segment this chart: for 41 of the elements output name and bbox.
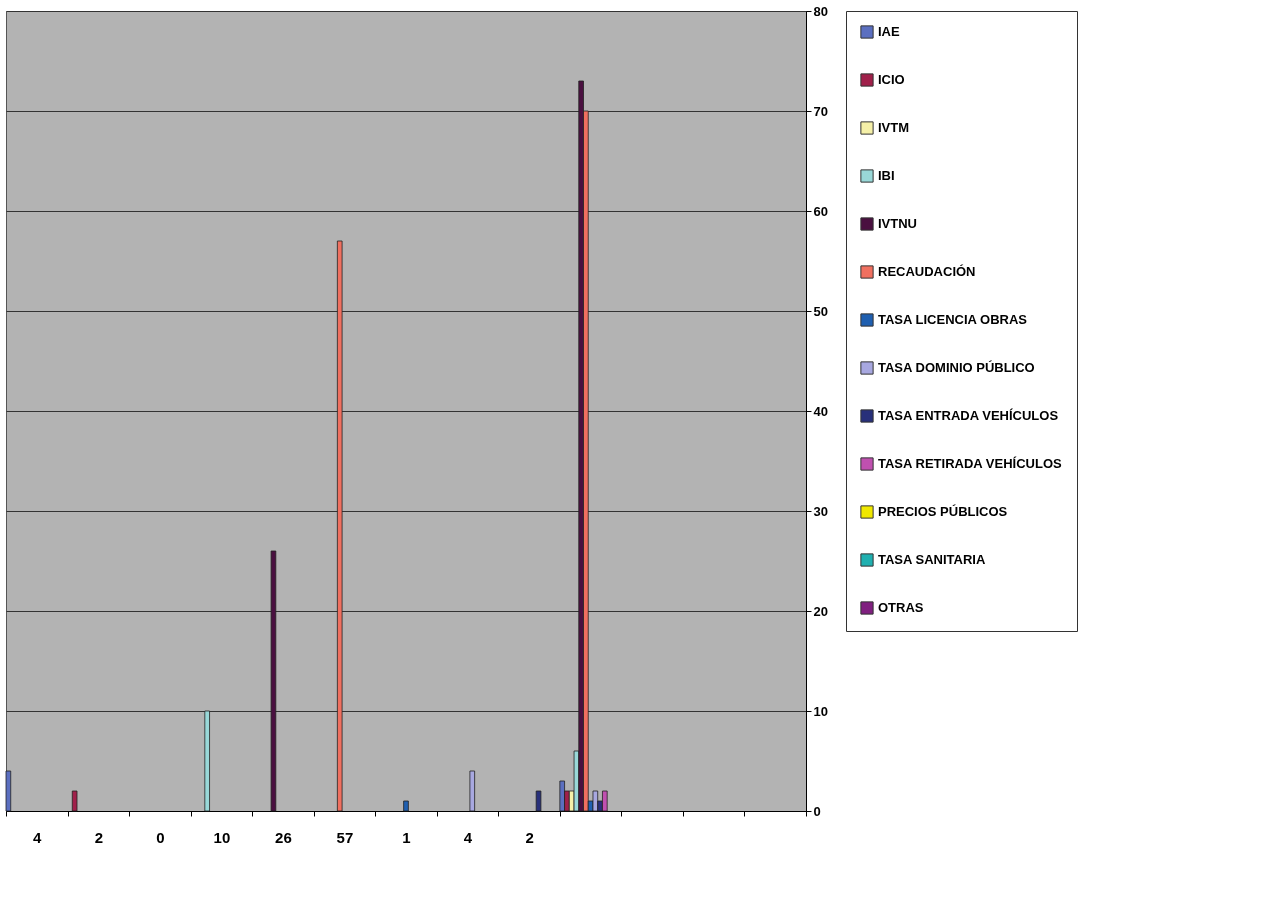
- x-tick-label: 26: [275, 828, 292, 846]
- legend-label: IVTNU: [878, 216, 917, 231]
- y-tick-label: 60: [813, 203, 828, 219]
- x-tick-label: 57: [336, 828, 354, 846]
- x-tick-label: 0: [156, 828, 165, 846]
- bar: [403, 800, 409, 812]
- x-tick-label: 4: [463, 828, 473, 846]
- legend-label: TASA DOMINIO PÚBLICO: [878, 360, 1035, 375]
- legend-label: TASA RETIRADA VEHÍCULOS: [878, 456, 1063, 471]
- legend-label: RECAUDACIÓN: [878, 264, 976, 279]
- bar: [204, 710, 210, 812]
- legend-label: TASA ENTRADA VEHÍCULOS: [878, 408, 1059, 423]
- bar: [270, 550, 277, 812]
- bar: [5, 770, 12, 812]
- bar: [336, 240, 343, 812]
- y-tick-label: 0: [813, 803, 821, 819]
- bar: [469, 770, 476, 812]
- legend-label: IBI: [878, 168, 895, 183]
- legend-label: IAE: [878, 24, 900, 39]
- y-tick-label: 50: [813, 303, 828, 319]
- legend-label: PRECIOS PÚBLICOS: [878, 504, 1008, 519]
- x-tick-label: 4: [33, 828, 43, 846]
- y-tick-label: 80: [813, 3, 828, 19]
- legend-label: ICIO: [878, 72, 905, 87]
- bar: [592, 790, 599, 812]
- x-tick-label: 10: [213, 828, 231, 846]
- legend-label: TASA SANITARIA: [878, 552, 986, 567]
- y-tick-label: 10: [813, 703, 828, 719]
- x-tick-label: 2: [94, 828, 103, 846]
- x-tick-label: 2: [525, 828, 534, 846]
- bar: [559, 780, 565, 812]
- y-tick-label: 20: [813, 603, 828, 619]
- y-tick-label: 70: [813, 103, 828, 119]
- bar: [535, 790, 542, 812]
- legend-label: TASA LICENCIA OBRAS: [878, 312, 1028, 327]
- x-tick-label: 1: [402, 828, 411, 846]
- legend-label: OTRAS: [878, 600, 924, 615]
- y-tick-label: 30: [813, 503, 828, 519]
- legend-label: IVTM: [878, 120, 910, 135]
- bar: [71, 790, 78, 812]
- y-tick-label: 40: [813, 403, 828, 419]
